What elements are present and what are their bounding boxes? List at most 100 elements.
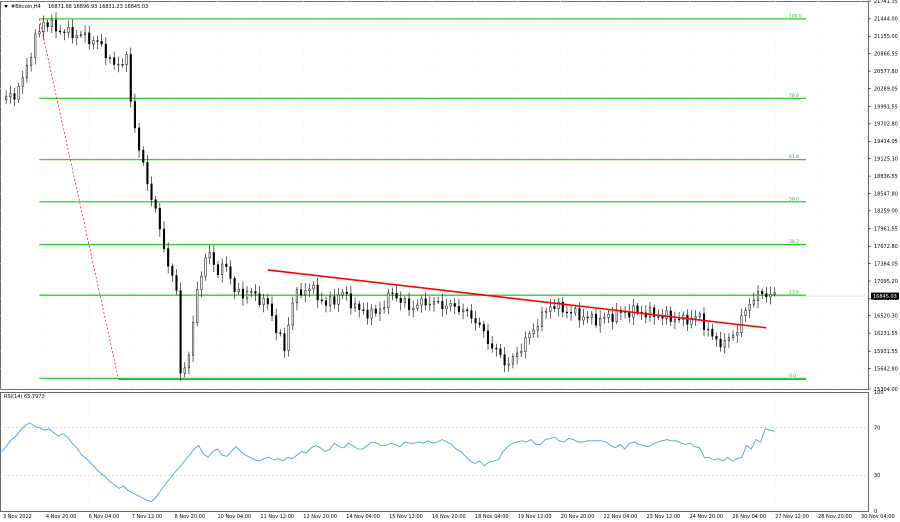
- candle-layer: [5, 12, 776, 382]
- candle-body: [478, 322, 481, 325]
- candle-body: [38, 31, 41, 35]
- candle-body: [212, 252, 215, 265]
- candle-body: [449, 303, 452, 307]
- candle-body: [511, 356, 514, 365]
- candle-body: [192, 322, 195, 356]
- candle-body: [142, 149, 145, 163]
- time-tick-label: 30 Nov 04:00: [861, 514, 895, 520]
- price-tick-label: 17961.55: [874, 227, 898, 233]
- candle-body: [424, 298, 427, 306]
- time-tick-label: 24 Nov 20:00: [689, 514, 723, 520]
- time-tick-label: 3 Nov 2022: [3, 514, 32, 520]
- candle-body: [615, 309, 618, 322]
- fib-level-label: 50.0: [789, 196, 799, 202]
- candle-body: [46, 22, 49, 28]
- candle-body: [329, 296, 332, 306]
- price-tick-label: 17384.05: [874, 261, 898, 267]
- candle-body: [491, 343, 494, 349]
- candle-body: [233, 278, 236, 292]
- candle-body: [603, 317, 606, 319]
- candle-body: [121, 64, 124, 66]
- candle-body: [63, 31, 66, 33]
- candle-body: [291, 302, 294, 326]
- candle-body: [204, 257, 207, 277]
- candle-body: [108, 57, 112, 59]
- candle-body: [84, 32, 87, 35]
- price-tick-label: 15642.80: [874, 366, 898, 372]
- candle-body: [561, 301, 564, 313]
- time-tick-label: 12 Nov 20:00: [303, 514, 337, 520]
- candle-body: [653, 307, 656, 318]
- candle-body: [761, 291, 764, 294]
- candle-body: [88, 32, 91, 45]
- candle-body: [162, 228, 166, 249]
- candle-body: [333, 296, 336, 305]
- candle-body: [540, 311, 544, 327]
- candle-body: [470, 310, 473, 319]
- fib-level-label: 0.0: [789, 373, 796, 379]
- candle-body: [125, 54, 128, 65]
- candle-body: [520, 351, 523, 354]
- time-tick-label: 19 Nov 12:00: [518, 514, 552, 520]
- candle-body: [412, 308, 415, 311]
- candle-body: [416, 304, 419, 309]
- candle-body: [71, 27, 74, 39]
- candle-body: [287, 324, 290, 351]
- candle-body: [266, 298, 269, 305]
- candle-body: [557, 301, 560, 309]
- candle-body: [769, 293, 772, 298]
- candle-body: [732, 334, 735, 338]
- candle-body: [678, 318, 681, 321]
- candle-body: [79, 34, 82, 36]
- candle-body: [707, 328, 710, 331]
- candle-body: [34, 33, 37, 58]
- time-tick-label: 8 Nov 20:00: [175, 514, 206, 520]
- time-tick-label: 28 Nov 20:00: [818, 514, 852, 520]
- candle-body: [765, 293, 768, 298]
- candle-body: [408, 298, 411, 311]
- candle-body: [42, 22, 45, 32]
- candle-body: [167, 248, 170, 267]
- time-tick-label: 18 Nov 04:00: [475, 514, 509, 520]
- candle-body: [5, 96, 8, 101]
- symbol-dropdown-icon[interactable]: [4, 5, 8, 8]
- rsi-tick-label: 30: [874, 473, 880, 479]
- candle-body: [241, 288, 244, 299]
- candle-body: [694, 316, 697, 319]
- candle-body: [374, 308, 377, 314]
- grid-layer: [0, 0, 869, 512]
- rsi-tick-label: 100: [874, 390, 884, 396]
- candle-body: [723, 340, 726, 348]
- candle-body: [196, 289, 199, 323]
- time-tick-label: 6 Nov 04:00: [89, 514, 120, 520]
- candle-body: [495, 347, 498, 350]
- candle-body: [565, 311, 568, 314]
- candle-body: [187, 354, 190, 369]
- candle-body: [341, 291, 344, 296]
- candle-body: [570, 311, 573, 314]
- candle-body: [138, 127, 141, 151]
- candle-body: [644, 312, 647, 318]
- candle-body: [574, 308, 577, 314]
- candle-body: [208, 252, 211, 259]
- candle-body: [524, 337, 527, 352]
- candle-body: [383, 307, 386, 310]
- candle-body: [270, 303, 274, 316]
- axis-layer: 21741.35 21444.00 21155.00 20866.55 20577.80…: [3, 0, 899, 520]
- candle-body: [279, 332, 282, 334]
- price-tick-label: 20577.80: [874, 69, 898, 75]
- time-tick-label: 7 Nov 12:00: [132, 514, 163, 520]
- fib-level-label: 23.6: [789, 290, 799, 296]
- price-tick-label: 15304.00: [874, 387, 898, 393]
- price-panel-frame: [0, 1, 869, 390]
- candle-body: [13, 93, 16, 100]
- candle-body: [387, 292, 390, 308]
- time-tick-label: 10 Nov 04:00: [218, 514, 252, 520]
- fibonacci-layer: 100.0 78.6 61.8 50.0 38.2 23.6 0.0: [39, 13, 806, 380]
- candle-body: [437, 300, 440, 303]
- fib-level-label: 61.8: [789, 154, 799, 160]
- rsi-line: [1, 422, 775, 503]
- candle-body: [648, 307, 652, 318]
- candle-body: [432, 301, 436, 305]
